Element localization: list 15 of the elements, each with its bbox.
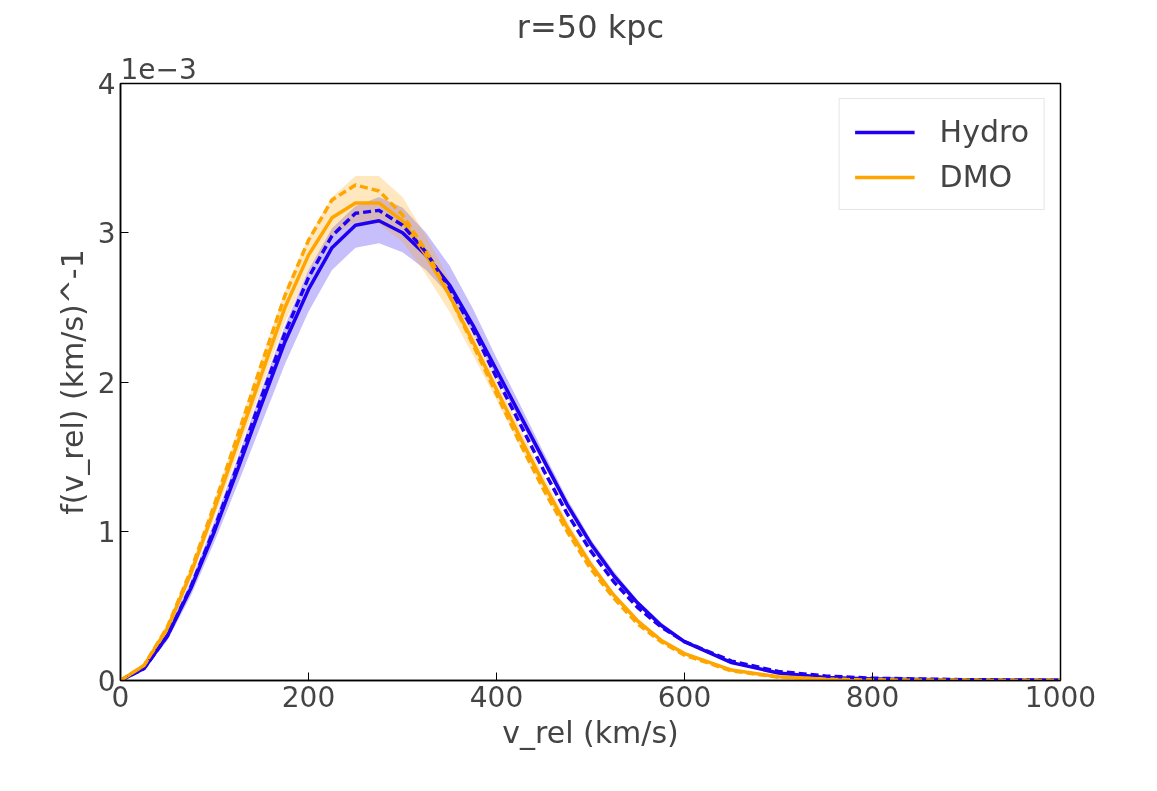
- x-tick-label: 800: [845, 680, 900, 714]
- x-axis-title: v_rel (km/s): [502, 714, 679, 750]
- y-tick-label: 2: [97, 366, 116, 400]
- x-tick-label: 400: [469, 680, 524, 714]
- y-tick-label: 1: [97, 515, 116, 549]
- x-tick-label: 1000: [1024, 680, 1097, 714]
- x-tick-label: 200: [281, 680, 336, 714]
- chart-title: r=50 kpc: [516, 7, 665, 46]
- y-tick-label: 4: [97, 68, 116, 101]
- legend-label: DMO: [939, 159, 1013, 194]
- legend-label: Hydro: [939, 114, 1029, 149]
- y-axis-title: f(v_rel) (km/s)^-1: [54, 249, 90, 515]
- annotation: 1e−3: [120, 52, 197, 86]
- x-tick-label: 600: [657, 680, 712, 714]
- y-tick-label: 3: [97, 217, 116, 251]
